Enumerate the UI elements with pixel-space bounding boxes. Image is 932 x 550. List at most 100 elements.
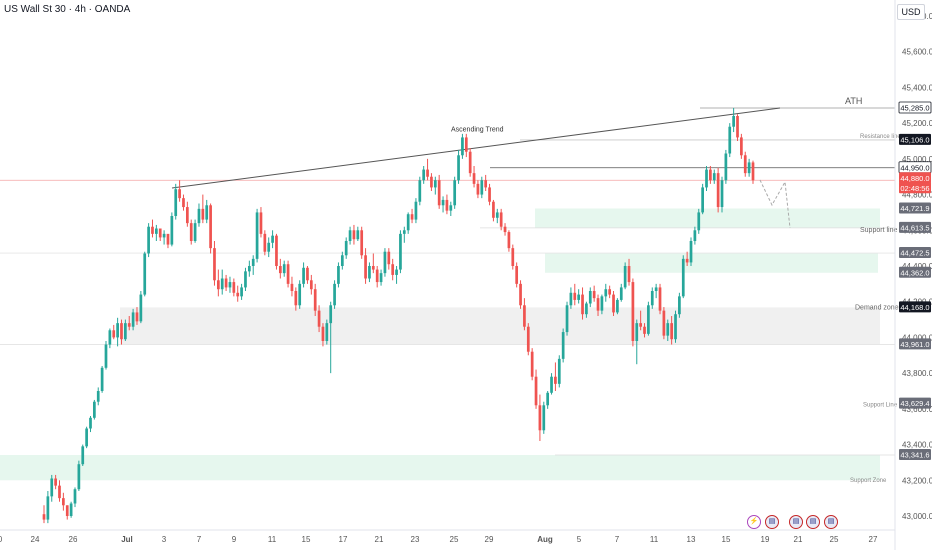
candle-body <box>224 278 228 288</box>
candle-body <box>65 505 69 516</box>
candle-body <box>600 296 604 311</box>
price-tag-box <box>898 101 932 114</box>
time-tick-label: 29 <box>485 535 494 544</box>
candle-body <box>201 208 205 220</box>
candle-body <box>244 271 247 288</box>
flash-event-icon[interactable]: ⚡ <box>747 515 761 529</box>
candle-body <box>81 446 85 465</box>
candle-body <box>267 242 271 252</box>
candle-body <box>89 417 92 429</box>
candle-body <box>743 155 747 174</box>
candle-body <box>399 233 402 270</box>
candle-body <box>616 299 619 313</box>
candle-body <box>131 312 135 327</box>
candle-body <box>503 226 507 233</box>
candle-body <box>488 187 491 202</box>
annotations-layer: ATH Ascending Trend Resistance line Support… <box>451 96 901 484</box>
candle-body <box>464 137 468 152</box>
symbol-title[interactable]: US Wall St 30 · 4h · OANDA <box>4 4 131 15</box>
candle-body <box>426 169 429 177</box>
candle-body <box>360 230 364 256</box>
us-flag-event-icon[interactable]: ▤ <box>789 515 803 529</box>
us-flag-event-icon[interactable]: ▤ <box>765 515 779 529</box>
us-flag-event-icon[interactable]: ▤ <box>806 515 820 529</box>
time-tick-label: 27 <box>869 535 878 544</box>
candle-body <box>678 296 681 315</box>
price-tag-label: 44,721.9 <box>900 204 929 213</box>
time-tick-label: 26 <box>69 535 78 544</box>
candle-body <box>166 233 170 245</box>
candle-body <box>143 253 147 295</box>
candle-body <box>112 330 116 338</box>
candle-body <box>561 332 565 359</box>
candle-body <box>619 287 623 300</box>
annotation-label: Support Zone <box>850 478 887 484</box>
time-tick-label: 23 <box>411 535 420 544</box>
price-tag-box <box>899 182 931 194</box>
time-tick-label: 3 <box>162 535 167 544</box>
candle-body <box>585 303 588 315</box>
candle-body <box>309 280 313 290</box>
us-flag-event-icon[interactable]: ▤ <box>824 515 838 529</box>
candle-body <box>581 294 584 315</box>
candle-body <box>333 283 336 306</box>
candle-body <box>635 323 639 341</box>
candle-body <box>50 478 54 497</box>
candle-body <box>519 283 522 306</box>
annotation-label: Support Line <box>863 403 898 409</box>
candle-body <box>236 292 240 297</box>
candle-body <box>162 233 166 238</box>
candle-body <box>259 212 263 234</box>
candle-body <box>623 266 627 288</box>
candle-body <box>154 228 158 234</box>
annotation-label: ATH <box>845 96 862 106</box>
time-tick-label: Jul <box>121 535 133 544</box>
candle-body <box>418 180 422 202</box>
price-tag-box <box>899 449 931 460</box>
candle-body <box>530 351 534 377</box>
candle-body <box>433 180 437 188</box>
candle-body <box>247 266 251 272</box>
currency-button[interactable]: USD <box>897 4 925 20</box>
candle-body <box>46 496 50 520</box>
candle-body <box>368 266 371 279</box>
candle-body <box>286 264 290 284</box>
candle-body <box>193 223 197 241</box>
candle-body <box>647 305 650 334</box>
price-tag-box <box>899 338 931 350</box>
candle-body <box>42 514 46 520</box>
candle-body <box>573 292 577 300</box>
candle-body <box>406 214 410 231</box>
price-tick-label: 45,400.0 <box>902 83 932 92</box>
candle-body <box>189 223 193 241</box>
candle-body <box>209 205 212 249</box>
time-tick-label: Aug <box>537 535 553 544</box>
candle-body <box>213 248 216 281</box>
candle-body <box>402 230 406 234</box>
candle-body <box>461 137 464 156</box>
price-tick-label: 43,200.0 <box>902 476 932 485</box>
support-zone-lower <box>0 455 880 481</box>
time-tick-label: 11 <box>650 535 659 544</box>
price-tick-label: 45,000.0 <box>902 155 932 164</box>
candle-body <box>344 241 348 256</box>
time-axis[interactable]: 0 24 26 Jul 3 7 9 11 15 17 21 23 25 29 Aug 5 7 11 13 15 19 21… <box>0 529 895 544</box>
candle-body <box>492 201 495 218</box>
price-tag-label: 44,613.5 <box>900 223 929 232</box>
candle-body <box>151 226 154 234</box>
price-tag-box <box>899 397 931 409</box>
candle-body <box>666 323 670 336</box>
candle-body <box>499 212 503 227</box>
candle-body <box>147 226 150 254</box>
candle-body <box>542 405 546 431</box>
candle-body <box>550 376 553 393</box>
support-zone-upper <box>535 208 880 228</box>
time-tick-label: 17 <box>339 535 348 544</box>
candle-body <box>127 323 131 327</box>
price-tag-label: 44,880.0 <box>900 174 929 183</box>
candle-body <box>139 294 143 322</box>
candle-body <box>348 230 352 241</box>
candle-body <box>240 287 243 297</box>
annotation-label: Ascending Trend <box>451 127 504 134</box>
